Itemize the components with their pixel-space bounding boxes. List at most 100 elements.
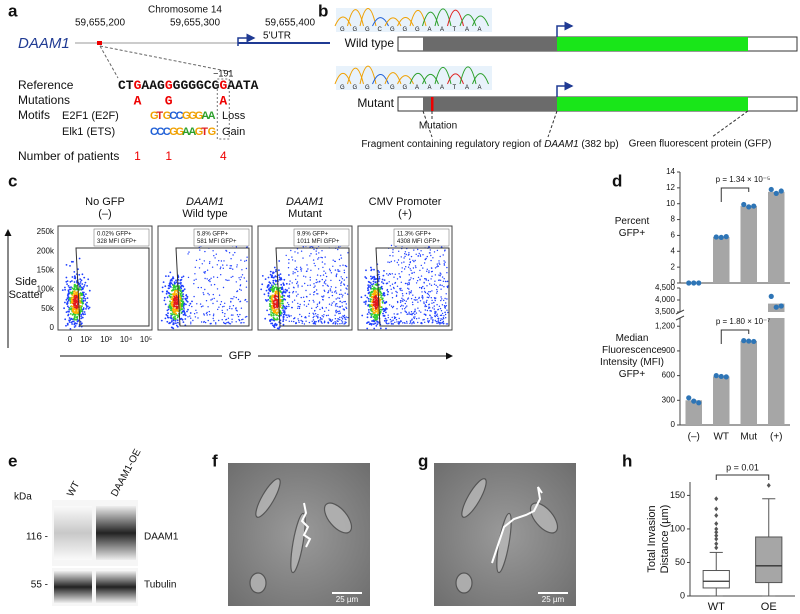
flow-event: [295, 291, 297, 293]
flow-event: [266, 309, 268, 312]
flow-event: [361, 314, 364, 317]
flow-event: [373, 298, 375, 301]
flow-event: [406, 282, 408, 285]
logo-letter: G: [188, 110, 197, 122]
motif-logo: CCCGGAAGTG: [150, 126, 216, 138]
flow-event: [272, 272, 274, 275]
flow-event: [434, 280, 436, 282]
flow-event: [315, 250, 317, 252]
flow-event: [371, 313, 374, 315]
flow-event: [433, 301, 435, 304]
zoom-line: [99, 45, 119, 79]
row-label: Reference: [18, 78, 74, 92]
flow-event: [175, 301, 178, 303]
logo-letter: G: [176, 126, 185, 138]
flow-event: [431, 275, 433, 277]
flow-event: [195, 259, 198, 262]
flow-event: [69, 288, 72, 291]
flow-event: [309, 276, 311, 279]
flow-event: [347, 316, 349, 319]
flow-event: [166, 314, 169, 317]
motif-name: Elk1 (ETS): [62, 126, 115, 138]
data-point: [746, 338, 752, 344]
flow-event: [444, 313, 447, 316]
flow-event: [323, 295, 325, 297]
flow-event: [310, 269, 312, 271]
variant-marker: [97, 41, 102, 45]
flow-event: [374, 278, 377, 281]
flow-event: [446, 280, 448, 283]
flow-event: [440, 299, 442, 302]
flow-event: [436, 263, 438, 265]
flow-event: [446, 286, 449, 289]
outlier: [714, 526, 719, 532]
flow-event: [417, 307, 419, 309]
flow-event: [431, 317, 433, 319]
flow-event: [293, 320, 295, 323]
flow-event: [444, 250, 446, 252]
flow-event: [370, 269, 373, 272]
flow-event: [401, 308, 404, 310]
flow-event: [335, 274, 337, 276]
flow-event: [305, 276, 307, 278]
flow-event: [431, 290, 433, 292]
flow-event: [175, 322, 177, 325]
flow-event: [391, 320, 393, 322]
flow-event: [243, 322, 245, 324]
significance-bracket: [720, 187, 750, 202]
flow-event: [408, 293, 411, 295]
flow-event: [213, 313, 215, 315]
chromatogram-peak: [472, 73, 489, 85]
flow-event: [222, 286, 225, 289]
flow-event: [204, 250, 206, 253]
flow-event: [428, 271, 430, 274]
bar: [768, 318, 785, 425]
flow-event: [381, 278, 384, 281]
flow-event: [233, 296, 235, 298]
y-tick-label: 14: [666, 167, 675, 176]
flow-event: [335, 290, 337, 292]
flow-event: [84, 298, 87, 300]
flow-event: [78, 257, 81, 260]
flow-event: [417, 248, 419, 251]
flow-event: [423, 262, 426, 264]
flow-event: [428, 304, 430, 306]
flow-event: [76, 302, 79, 305]
flow-event: [343, 271, 346, 274]
flow-event: [373, 277, 376, 279]
base-letter: G: [340, 85, 345, 91]
flow-event: [74, 288, 76, 291]
flow-event: [404, 251, 407, 253]
significance-bracket: [715, 474, 770, 480]
flow-event: [297, 270, 299, 273]
flow-event: [272, 316, 275, 319]
gate-box: [393, 228, 450, 247]
flow-event: [205, 300, 208, 302]
flow-event: [439, 272, 441, 274]
chromatogram-peak: [334, 72, 352, 85]
flow-event: [325, 279, 327, 281]
flow-event: [288, 294, 291, 297]
data-point: [718, 373, 724, 380]
flow-event: [407, 284, 409, 286]
flow-event: [331, 319, 334, 321]
logo-letter: G: [150, 110, 159, 122]
flow-event: [79, 278, 82, 281]
chromatogram-peak: [397, 17, 414, 27]
flow-event: [335, 298, 337, 300]
flow-event: [64, 301, 66, 304]
flow-event: [298, 307, 301, 310]
flow-event: [66, 305, 69, 308]
flow-event: [411, 272, 413, 274]
flow-event: [231, 318, 233, 320]
flow-event: [71, 294, 74, 296]
flow-event: [401, 271, 403, 273]
flow-event: [440, 246, 443, 248]
flow-event: [384, 317, 387, 320]
flow-event: [344, 292, 346, 294]
flow-event: [435, 314, 438, 317]
flow-event: [185, 299, 188, 302]
flow-event: [411, 319, 413, 321]
flow-event: [196, 312, 198, 314]
flow-event: [385, 319, 388, 322]
